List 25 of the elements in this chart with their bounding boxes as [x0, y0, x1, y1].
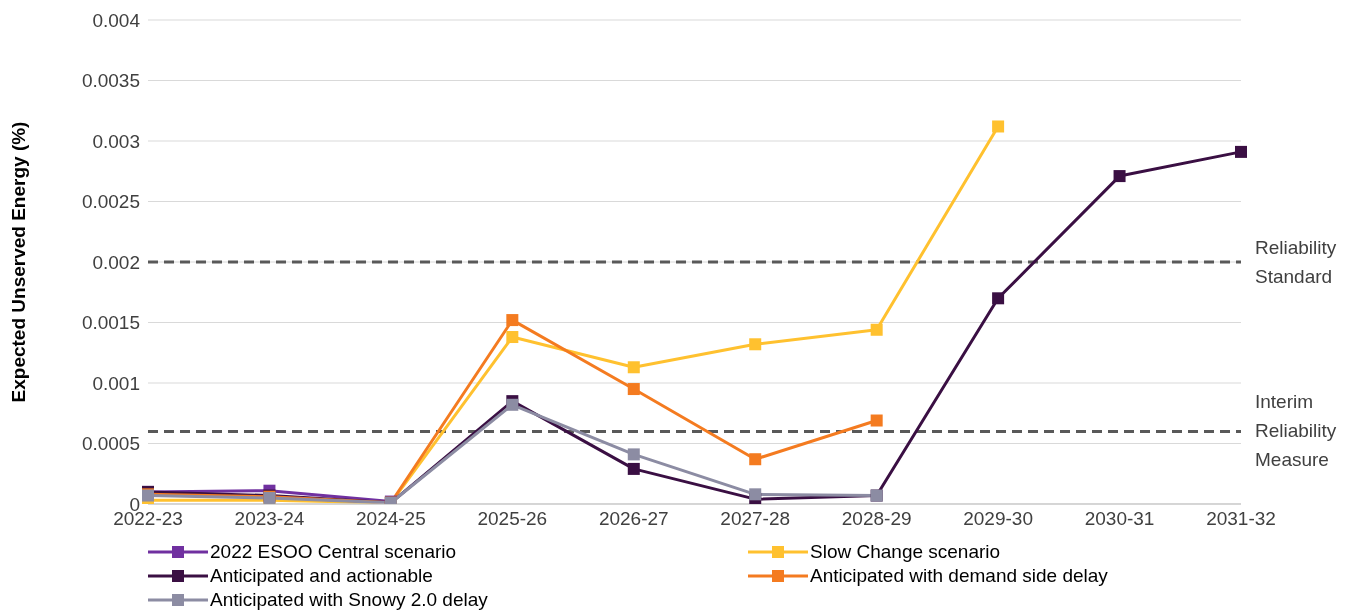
- x-tick-label: 2027-28: [720, 508, 791, 530]
- y-tick-label: 0.0015: [81, 312, 140, 334]
- y-tick-label: 0.004: [92, 9, 141, 31]
- ref-line-label: Interim Reliability Measure: [1255, 391, 1337, 471]
- legend-label: 2022 ESOO Central scenario: [210, 541, 457, 563]
- y-tick-label: 0.002: [92, 251, 140, 273]
- legend-label: Anticipated with demand side delay: [810, 565, 1108, 587]
- y-tick-label: 0.001: [92, 372, 140, 394]
- x-tick-label: 2031-32: [1206, 508, 1276, 530]
- y-tick-label: 0.0025: [81, 191, 140, 213]
- y-tick-label: 0.003: [92, 130, 140, 152]
- x-tick-label: 2025-26: [477, 508, 548, 530]
- legend-label: Slow Change scenario: [810, 541, 1001, 563]
- y-tick-label: 0.0005: [81, 433, 140, 455]
- x-tick-label: 2024-25: [356, 508, 426, 530]
- x-tick-label: 2030-31: [1084, 508, 1155, 530]
- ref-line-label: Reliability Standard: [1255, 236, 1337, 287]
- x-tick-label: 2028-29: [841, 508, 912, 530]
- x-tick-label: 2029-30: [963, 508, 1033, 530]
- y-axis-title: Expected Unserved Energy (%): [7, 121, 29, 403]
- legend-label: Anticipated with Snowy 2.0 delay: [210, 589, 488, 611]
- x-tick-label: 2026-27: [598, 508, 669, 530]
- y-tick-label: 0.0035: [81, 70, 140, 92]
- x-tick-label: 2023-24: [234, 508, 305, 530]
- legend-label: Anticipated and actionable: [210, 565, 433, 587]
